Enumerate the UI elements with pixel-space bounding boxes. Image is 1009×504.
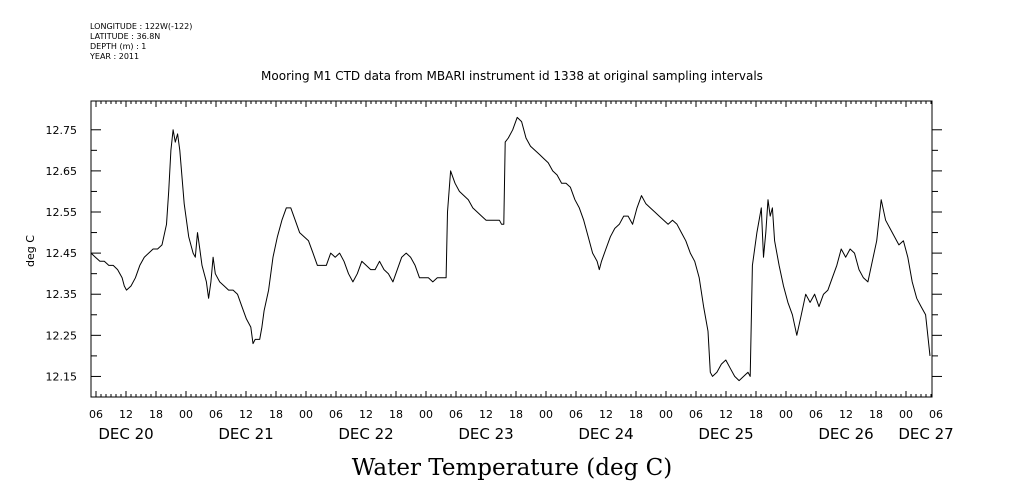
x-date-label: DEC 20: [98, 425, 153, 443]
y-tick-label: 12.35: [46, 288, 78, 301]
x-hour-label: 12: [839, 408, 853, 421]
x-hour-label: 12: [359, 408, 373, 421]
x-hour-label: 12: [719, 408, 733, 421]
temperature-series-line: [90, 116, 931, 382]
x-hour-labels: 06 12 18 00 06 12 18 00 06 12 18 00 06 12 18 00 06 12 18 00…: [89, 408, 943, 421]
x-hour-label: 12: [119, 408, 133, 421]
x-date-labels: DEC 20 DEC 21 DEC 22 DEC 23 DEC 24 DEC 25 DEC …: [98, 425, 953, 443]
y-tick-label: 12.15: [46, 370, 78, 383]
y-tick-label: 12.45: [46, 247, 78, 260]
x-hour-label: 00: [539, 408, 553, 421]
x-date-label: DEC 21: [218, 425, 273, 443]
x-hour-label: 18: [749, 408, 763, 421]
y-tick-label: 12.65: [46, 165, 78, 178]
x-hour-label: 18: [389, 408, 403, 421]
x-hour-label: 00: [899, 408, 913, 421]
x-hour-label: 12: [239, 408, 253, 421]
x-hour-label: 12: [599, 408, 613, 421]
x-hour-label: 18: [269, 408, 283, 421]
x-hour-label: 06: [329, 408, 343, 421]
latitude-label: LATITUDE : 36.8N: [90, 32, 161, 41]
x-hour-label: 18: [509, 408, 523, 421]
x-hour-label: 18: [629, 408, 643, 421]
y-axis-label: deg C: [24, 235, 37, 267]
axis-ticks: [90, 101, 942, 397]
chart-title: Mooring M1 CTD data from MBARI instrumen…: [261, 69, 763, 83]
year-label: YEAR : 2011: [90, 52, 140, 61]
x-hour-label: 18: [869, 408, 883, 421]
y-tick-label: 12.55: [46, 206, 78, 219]
y-tick-label: 12.75: [46, 124, 78, 137]
x-hour-label: 06: [569, 408, 583, 421]
x-hour-label: 06: [89, 408, 103, 421]
plot-axes: [90, 100, 933, 398]
x-hour-label: 06: [209, 408, 223, 421]
x-date-label: DEC 22: [338, 425, 393, 443]
x-hour-label: 00: [779, 408, 793, 421]
x-hour-label: 00: [419, 408, 433, 421]
x-hour-label: 00: [179, 408, 193, 421]
x-hour-label: 12: [479, 408, 493, 421]
x-date-label: DEC 25: [698, 425, 753, 443]
longitude-label: LONGITUDE : 122W(-122): [90, 22, 193, 31]
x-date-label: DEC 23: [458, 425, 513, 443]
x-date-label: DEC 24: [578, 425, 633, 443]
depth-label: DEPTH (m) : 1: [90, 42, 147, 51]
station-metadata: LONGITUDE : 122W(-122) LATITUDE : 36.8N …: [90, 22, 192, 62]
series-group: [90, 116, 931, 382]
x-hour-label: 06: [809, 408, 823, 421]
x-hour-label: 06: [929, 408, 943, 421]
y-tick-labels: 12.15 12.25 12.35 12.45 12.55 12.65 12.75: [46, 124, 78, 384]
x-hour-label: 18: [149, 408, 163, 421]
x-hour-label: 06: [689, 408, 703, 421]
x-date-label: DEC 26: [818, 425, 873, 443]
x-hour-label: 00: [659, 408, 673, 421]
x-hour-label: 06: [449, 408, 463, 421]
y-tick-label: 12.25: [46, 329, 78, 342]
x-axis-label: Water Temperature (deg C): [352, 455, 672, 481]
plot-frame: [90, 100, 933, 398]
x-hour-label: 00: [299, 408, 313, 421]
x-date-label: DEC 27: [898, 425, 953, 443]
